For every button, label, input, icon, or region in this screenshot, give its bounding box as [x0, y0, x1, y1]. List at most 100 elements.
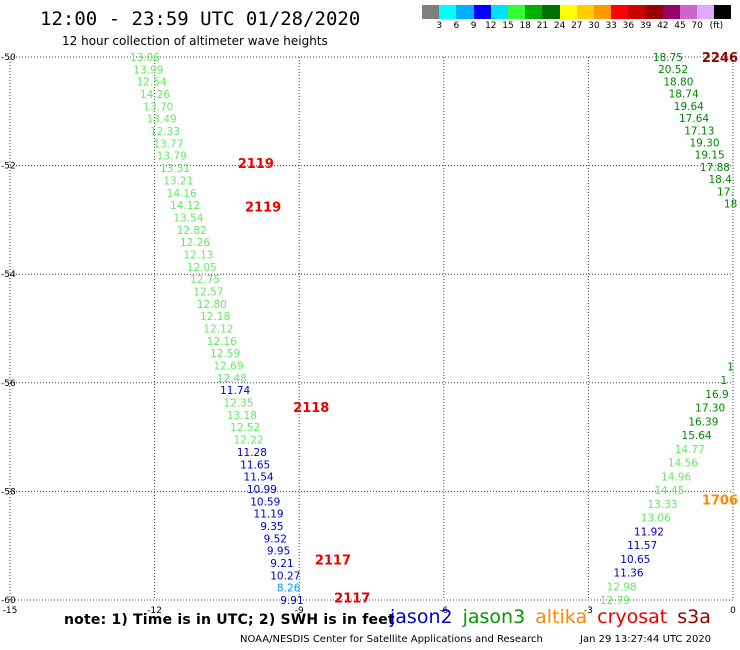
color-scale-swatch — [679, 5, 697, 19]
wave-height-label: 14.96 — [661, 471, 691, 483]
color-scale-swatch — [593, 5, 612, 19]
wave-height-label: 15.64 — [682, 430, 712, 442]
color-scale-label: 36 — [622, 21, 635, 31]
wave-height-label: 9.21 — [270, 558, 293, 570]
lon-tick-label: 0 — [730, 606, 736, 616]
wave-height-label: 12.98 — [607, 581, 637, 593]
pass-time-label: 2246 — [702, 51, 738, 66]
map-subtitle: 12 hour collection of altimeter wave hei… — [62, 34, 328, 48]
lon-tick-label: -6 — [439, 606, 448, 616]
color-scale-label: 3 — [436, 21, 443, 31]
legend-entry-altika: altika — [535, 606, 588, 628]
wave-height-label: 18.4 — [708, 174, 732, 186]
color-scale-label: 45 — [674, 21, 686, 31]
color-scale-swatch — [525, 5, 543, 19]
wave-height-label: 13.79 — [157, 151, 187, 163]
color-scale-label: 9 — [470, 21, 477, 31]
color-scale-label: 12 — [485, 21, 497, 31]
wave-height-label: 13.99 — [133, 64, 163, 76]
lat-tick-label: -52 — [1, 162, 16, 172]
legend-entry-jason2: jason2 — [390, 606, 453, 628]
wave-height-label: 12.33 — [150, 126, 180, 138]
legend-entry-jason3: jason3 — [462, 606, 526, 628]
wave-height-label: 11.74 — [220, 385, 250, 397]
color-scale-label: 24 — [553, 21, 566, 31]
wave-height-label: 19.30 — [689, 138, 719, 150]
wave-height-label: 11.54 — [244, 472, 274, 484]
satellite-legend: jason2 jason3 altika cryosat s3a — [390, 606, 721, 628]
wave-height-label: 14.12 — [170, 200, 200, 212]
wave-height-label: 13.77 — [153, 138, 183, 150]
wave-height-label: 10.27 — [270, 570, 300, 582]
legend-entry-cryosat: cryosat — [597, 606, 668, 628]
pass-time-label: 2119 — [238, 157, 274, 172]
color-scale-labels: 3 6 9 12 15 18 21 24 27 30 33 36 39 42 45 70 (ft) — [422, 21, 740, 33]
wave-height-label: 13.54 — [173, 212, 203, 224]
color-scale-bar — [422, 5, 732, 19]
color-scale-swatch — [507, 5, 526, 19]
wave-height-label: 13.18 — [227, 410, 257, 422]
wave-height-label: 19.64 — [674, 101, 704, 113]
wave-height-label: 12.80 — [197, 299, 227, 311]
axis-tick-labels: -15 -12 -9 -6 -3 0 -50 -52 -54 -56 -58 -60 — [1, 53, 736, 616]
wave-height-label: 13.49 — [147, 114, 177, 126]
pass-time-label: 1706 — [702, 494, 738, 509]
lon-tick-label: -12 — [147, 606, 162, 616]
wave-height-label: 12.26 — [180, 237, 210, 249]
lat-tick-label: -56 — [1, 379, 16, 389]
color-scale-swatch — [714, 5, 732, 19]
pass-time-label: 2118 — [293, 401, 329, 416]
wave-height-label: 17.64 — [679, 113, 709, 125]
wave-height-label: 17.88 — [700, 162, 730, 174]
wave-height-label: 11.28 — [237, 447, 267, 459]
wave-height-label: 1 — [720, 375, 727, 387]
wave-height-label: 13.06 — [130, 52, 160, 64]
wave-height-label: 9.35 — [260, 521, 283, 533]
color-scale-label: 42 — [657, 21, 669, 31]
generated-timestamp: Jan 29 13:27:44 UTC 2020 — [580, 634, 712, 645]
color-scale-swatch — [662, 5, 680, 19]
lat-tick-label: -54 — [1, 270, 16, 280]
color-scale-swatch — [422, 5, 440, 19]
wave-height-label: 12.69 — [213, 361, 243, 373]
color-scale-label: 6 — [453, 21, 460, 31]
wave-height-label: 18.74 — [669, 89, 699, 101]
wave-height-label: 17.13 — [684, 125, 714, 137]
wave-height-label: 12.59 — [210, 348, 240, 360]
wave-height-label: 9.52 — [264, 533, 287, 545]
wave-height-label: 12.18 — [200, 311, 230, 323]
color-scale-label: (ft) — [709, 21, 724, 31]
color-scale-swatch — [559, 5, 577, 19]
wave-height-label: 14.16 — [167, 188, 197, 200]
wave-height-label: 12.22 — [234, 435, 264, 447]
wave-height-label: 9.95 — [267, 546, 290, 558]
lon-tick-label: -9 — [295, 606, 304, 616]
color-scale-label: 21 — [536, 21, 549, 31]
wave-height-label: 13.70 — [143, 101, 173, 113]
wave-height-label: 14.77 — [675, 444, 705, 456]
color-scale-label: 30 — [588, 21, 600, 31]
wave-height-label: 18 — [724, 199, 737, 211]
wave-height-label: 14.56 — [668, 458, 698, 470]
wave-height-label: 18.80 — [663, 76, 693, 88]
color-scale-swatch — [473, 5, 491, 19]
pass-time-label: 2117 — [334, 591, 370, 606]
wave-height-label: 12.79 — [600, 595, 630, 607]
wave-height-label: 11.65 — [240, 459, 270, 471]
wave-height-label: 12.35 — [223, 398, 253, 410]
wave-height-label: 12.52 — [230, 422, 260, 434]
wave-height-label: 20.52 — [658, 64, 688, 76]
wave-height-label: 18.75 — [653, 52, 683, 64]
lat-tick-label: -58 — [1, 487, 16, 497]
wave-height-label: 12.54 — [137, 77, 167, 89]
wave-height-label: 8.26 — [277, 583, 301, 595]
wave-height-label: 12.12 — [203, 324, 233, 336]
map-title: 12:00 - 23:59 UTC 01/28/2020 — [40, 8, 361, 30]
footer-note: note: 1) Time is in UTC; 2) SWH is in fe… — [64, 612, 395, 628]
map-frame — [9, 56, 734, 601]
color-scale-label: 15 — [502, 21, 514, 31]
wave-height-label: 10.99 — [247, 484, 277, 496]
pass-time-stamps: 2119 2119 2118 2117 2117 2246 1706 — [238, 51, 738, 606]
wave-height-label: 12.57 — [193, 286, 223, 298]
